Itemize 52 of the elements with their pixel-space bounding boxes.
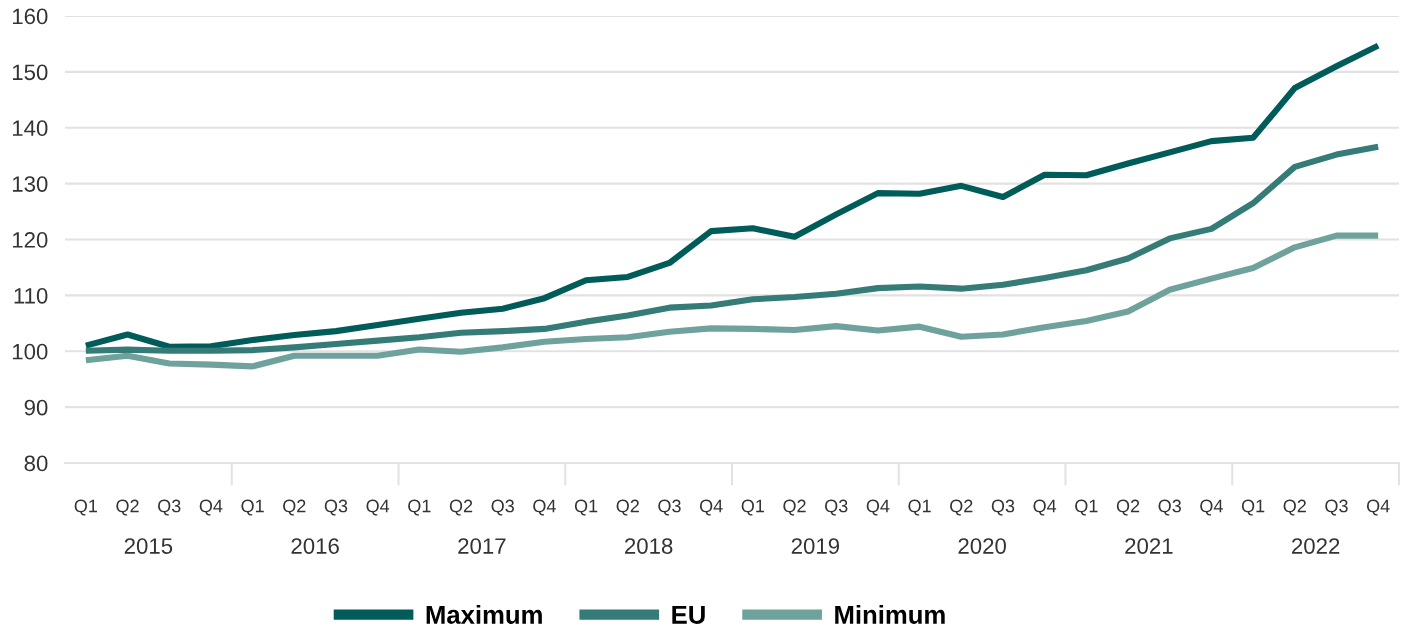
x-tick-label: Q1 (1241, 499, 1265, 516)
x-tick-label: Q3 (825, 499, 848, 516)
x-tick-label: Q4 (699, 499, 723, 516)
x-tick-label: Q1 (408, 499, 431, 516)
x-tick-label: Q2 (1116, 499, 1140, 516)
x-tick-label: Q3 (1158, 499, 1181, 516)
x-tick-label: Q1 (741, 499, 765, 516)
legend-label: Maximum (426, 605, 542, 624)
text: 2016 (291, 538, 339, 554)
x-tick-label: Q3 (658, 499, 681, 516)
text: 2020 (958, 538, 1006, 554)
x-tick-label: Q2 (783, 499, 806, 516)
x-tick-label: Q2 (616, 499, 639, 516)
x-tick-label: Q4 (366, 499, 390, 516)
text: 2015 (124, 538, 173, 554)
y-tick-label: 110 (14, 287, 48, 304)
y-tick-label: 80 (24, 455, 48, 472)
y-tick-label: 150 (12, 64, 48, 81)
x-tick-label: Q4 (1033, 499, 1057, 516)
x-tick-label: Q1 (74, 499, 98, 516)
text: 2021 (1125, 538, 1173, 554)
x-tick-label: Q3 (491, 499, 514, 516)
y-tick-label: 160 (12, 8, 48, 25)
x-tick-label: Q2 (116, 499, 139, 516)
x-tick-label: Q4 (1200, 499, 1223, 516)
legend-label: EU (672, 605, 705, 624)
legend-label: Minimum (835, 605, 945, 624)
x-tick-label: Q1 (574, 499, 598, 516)
x-tick-label: Q1 (241, 499, 264, 516)
text: 2018 (625, 538, 673, 554)
y-tick-label: 140 (12, 120, 48, 137)
text: 2019 (791, 538, 840, 554)
x-tick-label: Q2 (1283, 499, 1306, 516)
x-tick-label: Q2 (449, 499, 473, 516)
x-tick-label: Q2 (283, 499, 306, 516)
x-tick-label: Q1 (908, 499, 931, 516)
x-tick-label: Q4 (533, 499, 556, 516)
x-tick-label: Q4 (199, 499, 223, 516)
x-tick-label: Q3 (1325, 499, 1348, 516)
x-tick-label: Q1 (1075, 499, 1098, 516)
x-tick-label: Q2 (950, 499, 973, 516)
y-tick-label: 100 (12, 343, 48, 360)
text: 2017 (458, 538, 506, 554)
x-tick-label: Q3 (991, 499, 1015, 516)
x-tick-label: Q3 (324, 499, 348, 516)
x-tick-label: Q4 (1366, 499, 1390, 516)
y-tick-label: 90 (24, 399, 48, 416)
y-tick-label: 120 (12, 232, 48, 248)
x-tick-label: Q3 (158, 499, 181, 516)
y-tick-label: 130 (12, 176, 48, 192)
text: 2022 (1292, 538, 1340, 554)
x-tick-label: Q4 (866, 499, 890, 516)
